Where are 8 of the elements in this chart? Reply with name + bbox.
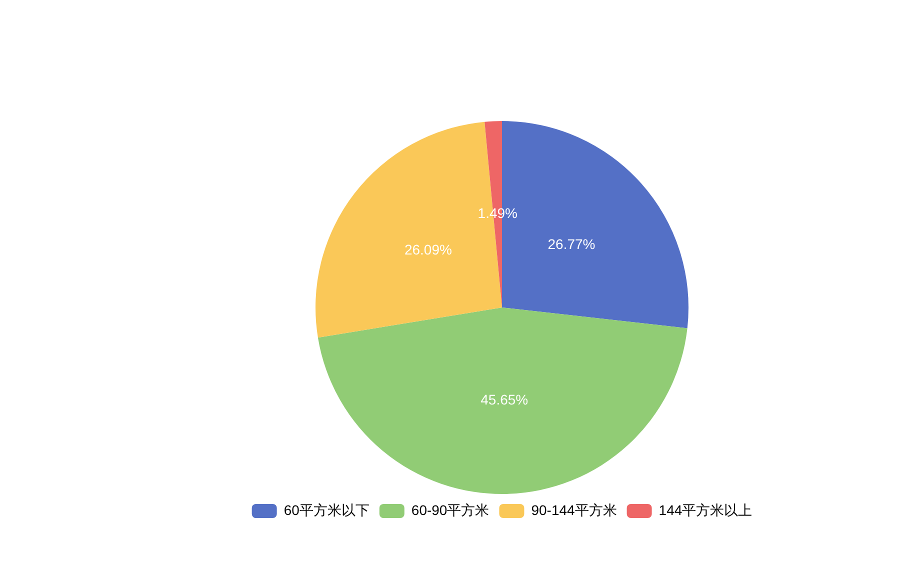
data-label: 45.65% — [480, 392, 528, 408]
legend-label: 90-144平方米 — [531, 502, 617, 518]
legend-label: 60平方米以下 — [284, 502, 370, 518]
legend-label: 144平方米以上 — [658, 502, 752, 518]
data-label: 26.09% — [404, 241, 452, 258]
data-label: 26.77% — [548, 236, 596, 252]
legend-label: 60-90平方米 — [411, 502, 490, 518]
data-label: 1.49% — [478, 205, 518, 222]
